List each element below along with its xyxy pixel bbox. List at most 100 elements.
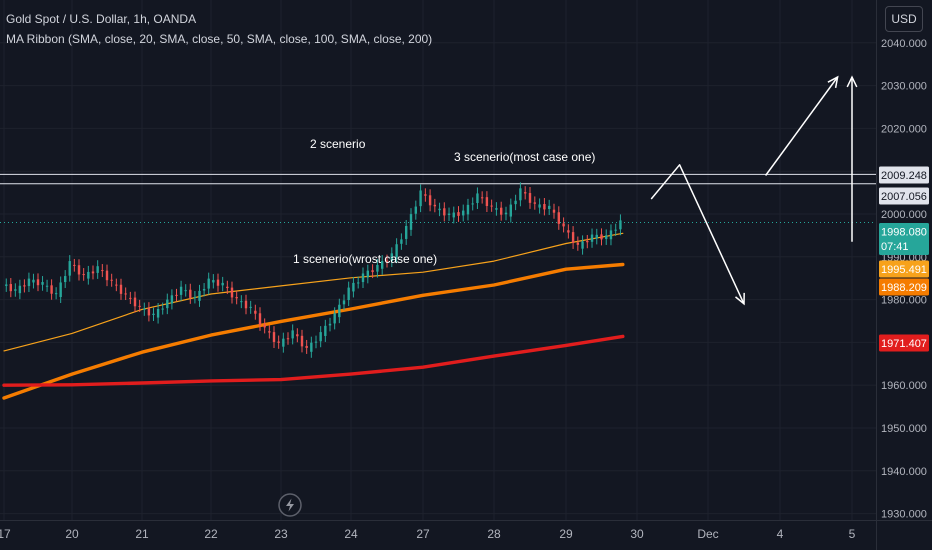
- candle-body: [282, 338, 285, 347]
- candle-body: [462, 210, 465, 216]
- currency-button[interactable]: USD: [885, 6, 923, 32]
- candle-body: [68, 261, 71, 276]
- candle-body: [619, 220, 622, 230]
- price-tick-label: 1940.000: [881, 466, 927, 478]
- candle-body: [249, 306, 252, 308]
- candle-body: [240, 301, 243, 303]
- candle-body: [609, 230, 613, 240]
- price-badge-sma-20: [879, 260, 929, 278]
- candle-body: [414, 206, 417, 214]
- date-tick-label: 5: [849, 527, 856, 541]
- candle-body: [193, 297, 197, 299]
- price-badge-label: 1998.080: [881, 227, 927, 239]
- candle-body: [156, 309, 160, 318]
- candle-body: [614, 229, 617, 231]
- price-badge-label: 1988.209: [881, 282, 927, 294]
- price-tick-label: 2040.000: [881, 38, 927, 50]
- candle-body: [338, 304, 341, 318]
- candle-body: [466, 204, 470, 215]
- candle-body: [96, 266, 99, 273]
- candle-body: [244, 300, 248, 309]
- candle-body: [50, 285, 53, 294]
- candle-body: [319, 332, 322, 342]
- scenario-arrowhead-3: [846, 75, 858, 88]
- candle-body: [286, 338, 290, 340]
- candle-body: [528, 193, 532, 203]
- scenario-arrowhead-2: [827, 75, 839, 88]
- candle-body: [64, 276, 67, 283]
- candle-body: [538, 204, 541, 208]
- candle-body: [59, 282, 62, 298]
- price-badge-label: 1995.491: [881, 264, 927, 276]
- scenario-label-1: 1 scenerio(wrost case one): [293, 252, 437, 266]
- moving-average-ribbon: [2, 232, 625, 400]
- price-tick-label: 2020.000: [881, 123, 927, 135]
- candle-body: [305, 345, 308, 348]
- candle-body: [485, 197, 489, 207]
- candle-body: [314, 341, 318, 343]
- date-tick-label: 29: [559, 527, 573, 541]
- scenario-label-2: 2 scenerio: [310, 137, 366, 151]
- candle-body: [514, 200, 517, 205]
- candle-body: [357, 282, 360, 284]
- candle-body: [376, 264, 379, 272]
- candle-body: [595, 234, 598, 239]
- price-badge-horizontal-line: [879, 187, 929, 205]
- candle-body: [543, 204, 546, 210]
- candle-body: [452, 212, 455, 218]
- date-tick-label: 27: [416, 527, 430, 541]
- candle-body: [129, 297, 132, 299]
- candle-body: [405, 225, 408, 239]
- candle-body: [490, 205, 493, 207]
- price-axis-labels: 2009.248 2007.056 1998.080 07:41 1995.491 198…: [879, 166, 929, 352]
- candle-body: [263, 324, 266, 328]
- date-tick-label: 24: [344, 527, 358, 541]
- candle-body: [586, 240, 589, 243]
- candle-body: [509, 204, 512, 217]
- candle-body: [73, 264, 76, 266]
- candle-body: [300, 335, 304, 347]
- candle-body: [328, 323, 332, 326]
- symbol-title[interactable]: Gold Spot / U.S. Dollar, 1h, OANDA: [6, 12, 197, 26]
- candle-body: [605, 235, 608, 239]
- candle-body: [438, 208, 441, 211]
- candle-body: [36, 279, 40, 286]
- candle-body: [352, 282, 355, 292]
- candle-body: [333, 313, 336, 324]
- price-tick-label: 2000.000: [881, 209, 927, 221]
- scenario-path-2: [764, 76, 839, 176]
- date-tick-label: 23: [274, 527, 288, 541]
- candle-body: [226, 286, 229, 289]
- candle-body: [500, 207, 503, 215]
- lightning-icon[interactable]: [278, 493, 302, 517]
- candle-body: [576, 242, 580, 245]
- ma-line-sma-200: [2, 334, 625, 387]
- candle-body: [82, 274, 85, 276]
- candle-body: [310, 342, 313, 352]
- candle-body: [457, 212, 460, 216]
- candle-body: [45, 285, 49, 287]
- candle-body: [77, 265, 81, 275]
- candle-body: [347, 287, 350, 301]
- candle-body: [115, 284, 118, 286]
- scenario-label-3: 3 scenerio(most case one): [454, 150, 595, 164]
- candle-body: [152, 313, 155, 315]
- candle-body: [296, 334, 299, 337]
- candle-body: [212, 280, 215, 283]
- candle-body: [221, 282, 224, 286]
- price-tick-label: 2030.000: [881, 81, 927, 93]
- candle-body: [581, 241, 584, 249]
- candle-body: [571, 232, 575, 243]
- candle-body: [371, 270, 374, 273]
- scenario-annotations: 1 scenerio(wrost case one) 2 scenerio 3 sc…: [293, 137, 595, 266]
- candle-body: [189, 289, 192, 298]
- candle-body: [447, 213, 451, 215]
- price-tick-label: 1960.000: [881, 380, 927, 392]
- candle-body: [216, 279, 220, 286]
- candle-body: [54, 293, 58, 295]
- candle-body: [552, 209, 556, 213]
- indicator-legend[interactable]: MA Ribbon (SMA, close, 20, SMA, close, 5…: [6, 32, 433, 46]
- candle-body: [18, 285, 22, 294]
- date-tick-label: 20: [65, 527, 79, 541]
